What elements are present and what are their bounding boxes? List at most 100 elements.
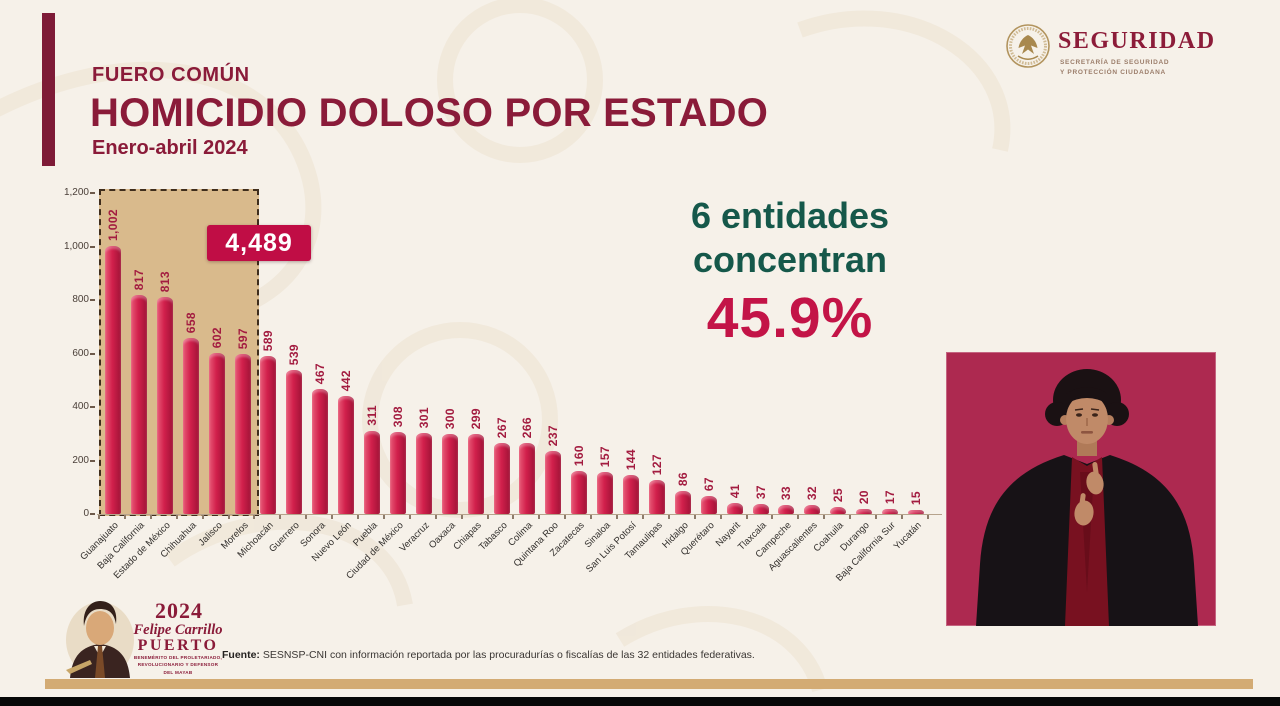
x-axis-tick-mark [434, 515, 437, 519]
x-axis-tick-mark [408, 515, 411, 519]
page-subtitle: Enero-abril 2024 [92, 137, 248, 159]
bar [415, 433, 432, 514]
y-axis-tick-label: 1,200 [63, 187, 89, 198]
x-axis-tick-mark [719, 515, 722, 519]
gold-divider-strip [45, 679, 1253, 689]
bar-value-label: 817 [131, 268, 146, 290]
x-axis-tick-mark [175, 515, 178, 519]
bar-value-label: 267 [494, 416, 509, 438]
bar [493, 443, 510, 514]
bar [545, 451, 562, 514]
bar [467, 434, 484, 514]
y-axis-tick-mark [90, 352, 95, 355]
bar [907, 510, 924, 514]
x-axis-tick-mark [201, 515, 204, 519]
bar [623, 475, 639, 514]
bar [648, 480, 665, 514]
bar [286, 370, 303, 514]
bar [674, 491, 691, 514]
x-axis-tick-mark [771, 515, 774, 519]
bar-value-label: 17 [883, 489, 897, 504]
bar [571, 471, 588, 514]
bar [130, 295, 147, 514]
x-axis-tick-mark [667, 515, 670, 519]
bar [182, 338, 199, 514]
x-axis-tick-mark [849, 515, 852, 519]
bar-value-label: 658 [183, 311, 198, 333]
bar [726, 503, 743, 514]
x-axis-tick-mark [512, 515, 515, 519]
x-axis-tick-mark [331, 515, 334, 519]
felipe-carrillo-portrait-icon [66, 601, 134, 678]
x-axis-tick-mark [926, 515, 929, 519]
bar-value-label: 813 [157, 270, 172, 292]
y-axis-tick-mark [90, 459, 95, 462]
felipe-carrillo-puerto-logo: 2024 Felipe Carrillo PUERTO BENEMÉRITO D… [60, 590, 230, 680]
bar-value-label: 237 [546, 424, 561, 446]
bar-value-label: 539 [287, 343, 302, 365]
x-axis-tick-mark [564, 515, 567, 519]
x-axis-tick-mark [149, 515, 152, 519]
y-axis-tick-mark [90, 299, 95, 301]
seguridad-wordmark: SEGURIDAD [1058, 28, 1216, 54]
bar-value-label: 266 [520, 416, 535, 438]
concentration-callout: 6 entidades concentran 45.9% [640, 194, 940, 351]
bar [700, 496, 717, 514]
x-axis-tick-mark [745, 515, 748, 519]
y-axis-tick-mark [90, 406, 95, 408]
bar [105, 246, 121, 514]
seguridad-tagline-line2: Y PROTECCIÓN CIUDADANA [1060, 69, 1166, 77]
x-axis-tick-mark [227, 515, 230, 519]
bar-value-label: 301 [416, 406, 431, 428]
year-logo-name-script: Felipe Carrillo [133, 622, 223, 638]
bar-chart-plot-area: 4,489 0 200 400 600 800 1,000 1,200 1,002 Guanaj… [64, 187, 942, 584]
callout-percent: 45.9% [706, 285, 874, 350]
x-axis-tick-mark [693, 515, 696, 519]
year-logo-name-caps: PUERTO [137, 637, 219, 654]
x-axis-tick-mark [279, 515, 282, 519]
bar-value-label: 37 [753, 484, 768, 499]
y-axis-tick-label: 200 [72, 454, 89, 466]
bar [519, 443, 536, 514]
bar-value-label: 308 [390, 405, 405, 427]
bar-value-label: 597 [235, 327, 250, 349]
x-axis-tick-mark [460, 515, 463, 519]
bar [882, 509, 898, 514]
y-axis-tick-mark [90, 192, 95, 194]
x-axis-tick-mark [538, 515, 541, 519]
bar [364, 431, 380, 514]
bar [441, 434, 458, 514]
page-title: HOMICIDIO DOLOSO POR ESTADO [90, 91, 769, 135]
eagle-seal-icon [1006, 24, 1050, 68]
bar-value-label: 589 [261, 329, 276, 351]
bar [208, 353, 225, 514]
seguridad-tagline-line1: SECRETARÍA DE SEGURIDAD [1060, 59, 1170, 66]
bar [856, 509, 873, 514]
bar [804, 505, 821, 514]
sign-language-interpreter-figure [976, 369, 1198, 626]
callout-line1: 6 entidades [690, 195, 890, 236]
bar-value-label: 1,002 [106, 208, 120, 241]
bar-value-label: 602 [209, 326, 224, 348]
bar-value-label: 33 [779, 485, 794, 500]
bar-value-label: 127 [649, 453, 664, 475]
bar-value-label: 86 [675, 471, 690, 486]
bar-value-label: 41 [727, 483, 742, 498]
bar-value-label: 20 [857, 489, 872, 504]
bar [752, 504, 769, 514]
y-axis-tick-label: 1,000 [63, 240, 89, 252]
x-axis-tick-mark [253, 515, 256, 519]
source-text: SESNSP-CNI con información reportada por… [262, 649, 755, 661]
bar [156, 297, 173, 514]
year-logo-2024: 2024 [155, 598, 203, 623]
bar-value-label: 299 [468, 407, 483, 429]
x-axis-tick-mark [382, 515, 385, 519]
bar [389, 432, 406, 514]
source-note: Fuente: SESNSP-CNI con información repor… [222, 649, 755, 661]
bar-value-label: 442 [339, 369, 354, 391]
bar [597, 472, 614, 514]
year-logo-caption: BENEMÉRITO DEL PROLETARIADO, REVOLUCIONA… [133, 655, 223, 675]
x-axis-tick-mark [797, 515, 800, 519]
x-axis-tick-mark [123, 515, 126, 519]
bar [312, 389, 329, 514]
